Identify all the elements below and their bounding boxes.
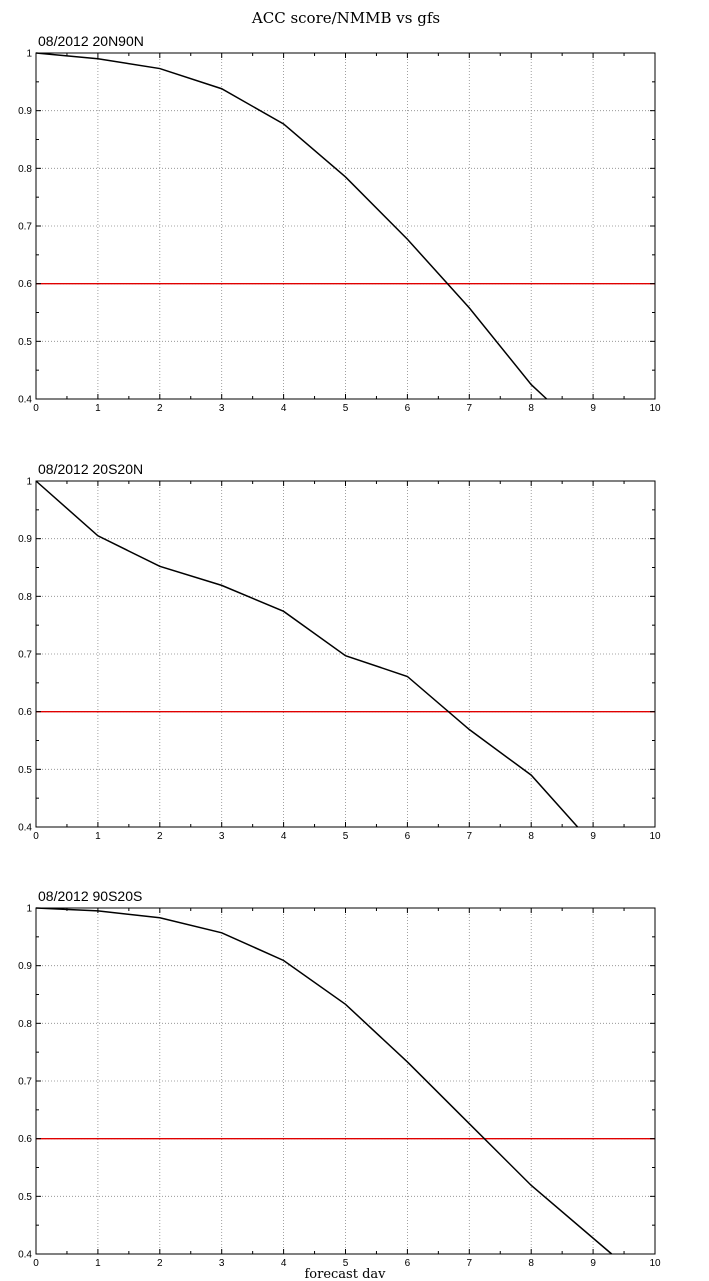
x-tick-label: 2	[157, 403, 163, 414]
x-tick-label: 4	[281, 1258, 287, 1269]
x-tick-label: 10	[649, 403, 661, 414]
x-tick-label: 7	[467, 403, 473, 414]
chart-panel: 08/2012 90S20S 0 1 2 3 4 5 6 7 8 9 10 0.4 0.5 0.6 0.7 0.…	[18, 888, 661, 1269]
panel-title: 08/2012 20S20N	[38, 461, 143, 477]
x-tick-label: 3	[219, 1258, 225, 1269]
x-tick-label: 4	[281, 403, 287, 414]
x-tick-label: 0	[33, 1258, 39, 1269]
x-axis-label: forecast dav	[304, 1267, 386, 1281]
x-tick-label: 0	[33, 831, 39, 842]
x-tick-label: 1	[95, 403, 101, 414]
x-tick-label: 6	[405, 1258, 411, 1269]
x-tick-label: 9	[590, 403, 596, 414]
y-tick-label: 0.4	[18, 1250, 32, 1261]
y-tick-label: 0.8	[18, 592, 32, 603]
y-tick-label: 1	[26, 904, 32, 915]
x-tick-label: 7	[467, 831, 473, 842]
x-tick-label: 10	[649, 1258, 661, 1269]
series-line	[35, 52, 548, 400]
y-tick-label: 1	[26, 477, 32, 488]
chart-panel: 08/2012 20N90N 0 1 2 3 4 5 6 7 8 9 10 0.4 0.5 0.6 0.7 0.…	[18, 33, 661, 414]
y-tick-label: 0.9	[18, 106, 32, 117]
series-line	[35, 907, 613, 1255]
x-tick-label: 1	[95, 1258, 101, 1269]
x-tick-label: 10	[649, 831, 661, 842]
y-tick-label: 0.5	[18, 337, 32, 348]
x-tick-label: 5	[343, 831, 349, 842]
y-tick-label: 0.7	[18, 650, 32, 661]
x-tick-label: 7	[467, 1258, 473, 1269]
figure-title: ACC score/NMMB vs gfs	[251, 9, 440, 27]
x-tick-label: 5	[343, 403, 349, 414]
x-tick-label: 6	[405, 403, 411, 414]
y-tick-label: 0.6	[18, 1134, 32, 1145]
x-tick-label: 4	[281, 831, 287, 842]
x-tick-label: 2	[157, 1258, 163, 1269]
x-tick-label: 2	[157, 831, 163, 842]
x-tick-label: 9	[590, 1258, 596, 1269]
x-tick-label: 3	[219, 403, 225, 414]
y-tick-label: 0.7	[18, 1077, 32, 1088]
y-tick-label: 0.4	[18, 395, 32, 406]
y-tick-label: 0.6	[18, 707, 32, 718]
y-tick-label: 0.9	[18, 534, 32, 545]
y-tick-label: 0.9	[18, 961, 32, 972]
y-tick-label: 0.5	[18, 765, 32, 776]
chart-panel: 08/2012 20S20N 0 1 2 3 4 5 6 7 8 9 10 0.4 0.5 0.6 0.7 0.…	[18, 461, 661, 842]
x-tick-label: 6	[405, 831, 411, 842]
y-tick-label: 0.6	[18, 279, 32, 290]
x-tick-label: 0	[33, 403, 39, 414]
y-tick-label: 0.8	[18, 164, 32, 175]
y-tick-label: 0.7	[18, 222, 32, 233]
x-tick-label: 3	[219, 831, 225, 842]
y-tick-label: 0.8	[18, 1019, 32, 1030]
x-tick-label: 8	[528, 1258, 534, 1269]
panel-title: 08/2012 90S20S	[38, 888, 142, 904]
x-tick-label: 5	[343, 1258, 349, 1269]
x-tick-label: 8	[528, 403, 534, 414]
panel-title: 08/2012 20N90N	[38, 33, 144, 49]
x-tick-label: 1	[95, 831, 101, 842]
y-tick-label: 1	[26, 49, 32, 60]
series-line	[35, 480, 579, 828]
x-tick-label: 9	[590, 831, 596, 842]
y-tick-label: 0.4	[18, 823, 32, 834]
y-tick-label: 0.5	[18, 1192, 32, 1203]
x-tick-label: 8	[528, 831, 534, 842]
